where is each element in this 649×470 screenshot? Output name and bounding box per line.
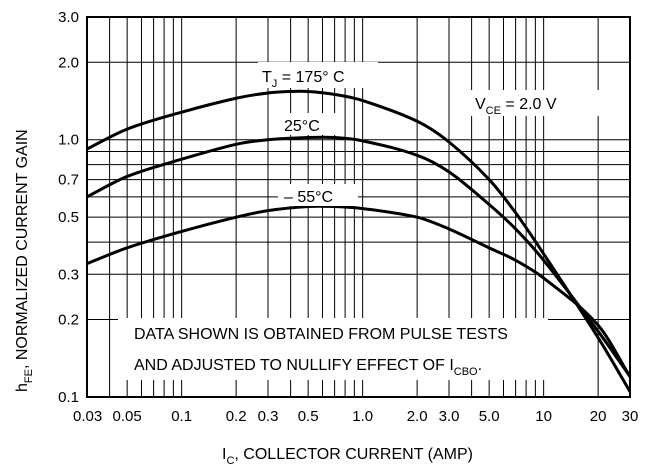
x-tick-label: 30: [622, 408, 639, 425]
y-tick-label: 3.0: [58, 9, 79, 26]
x-tick-label: 2.0: [407, 408, 428, 425]
label-175c-sub: J: [272, 78, 278, 90]
y-axis-title-main: h: [14, 383, 31, 392]
series-line-3: [86, 204, 632, 378]
x-tick-label: 1.0: [352, 408, 373, 425]
y-tick-label: 0.7: [58, 172, 79, 189]
x-tick-labels: 0.03 0.05 0.1 0.2 0.3 0.5 1.0 2.0 3.0 5.0 10 20 30: [73, 408, 638, 425]
label-minus55c-bg: [278, 184, 358, 206]
series-line-2: [86, 135, 632, 378]
note-box-bg: [118, 318, 548, 380]
x-tick-label: 0.1: [171, 408, 192, 425]
x-tick-label: 0.03: [73, 408, 102, 425]
label-25c: 25°C: [284, 118, 320, 135]
plot-frame: [86, 16, 631, 398]
y-tick-label: 0.2: [58, 312, 79, 329]
x-tick-label: 10: [535, 408, 552, 425]
y-tick-label: 0.1: [58, 389, 79, 406]
label-175c-bg: [258, 62, 378, 88]
x-axis-title: IC, COLLECTOR CURRENT (AMP): [222, 446, 473, 467]
label-vce-sub: CE: [486, 105, 501, 117]
label-vce-bg: [470, 90, 600, 116]
label-backgrounds: [118, 62, 600, 380]
note-line-2-sub: CBO: [454, 366, 478, 378]
label-minus55c: – 55°C: [284, 189, 333, 206]
label-vce: VCE = 2.0 V: [475, 96, 557, 117]
x-axis-title-main: I: [222, 446, 226, 463]
y-tick-label: 1.0: [58, 132, 79, 149]
x-tick-label: 5.0: [479, 408, 500, 425]
note-line-2-main: AND ADJUSTED TO NULLIFY EFFECT OF I: [134, 357, 454, 374]
label-175c-main: T: [262, 69, 272, 86]
y-axis-title-rest: , NORMALIZED CURRENT GAIN: [14, 129, 31, 369]
note-line-2: AND ADJUSTED TO NULLIFY EFFECT OF ICBO.: [134, 357, 482, 378]
note-line-2-post: .: [478, 357, 482, 374]
label-25c-bg: [280, 113, 338, 135]
y-axis-title-sub: FE: [23, 369, 35, 383]
label-vce-post: = 2.0 V: [501, 96, 557, 113]
x-tick-label: 0.3: [258, 408, 279, 425]
y-tick-label: 0.3: [58, 266, 79, 283]
x-tick-label: 0.05: [113, 408, 142, 425]
x-tick-label: 0.5: [298, 408, 319, 425]
label-175c-post: = 175° C: [277, 69, 344, 86]
y-axis-title: hFE, NORMALIZED CURRENT GAIN: [14, 129, 35, 392]
x-tick-label: 20: [590, 408, 607, 425]
label-175c: TJ = 175° C: [262, 69, 345, 90]
label-vce-main: V: [475, 96, 486, 113]
x-tick-label: 0.2: [226, 408, 247, 425]
x-axis-title-rest: , COLLECTOR CURRENT (AMP): [234, 446, 473, 463]
y-tick-labels: 0.1 0.2 0.3 0.5 0.7 1.0 2.0 3.0: [58, 9, 79, 406]
note-line-1: DATA SHOWN IS OBTAINED FROM PULSE TESTS: [134, 326, 508, 343]
series-layer: [86, 89, 632, 393]
y-tick-label: 0.5: [58, 209, 79, 226]
y-tick-label: 2.0: [58, 54, 79, 71]
series-line-1: [86, 89, 632, 393]
x-tick-label: 3.0: [439, 408, 460, 425]
x-axis-title-sub: C: [226, 455, 234, 467]
